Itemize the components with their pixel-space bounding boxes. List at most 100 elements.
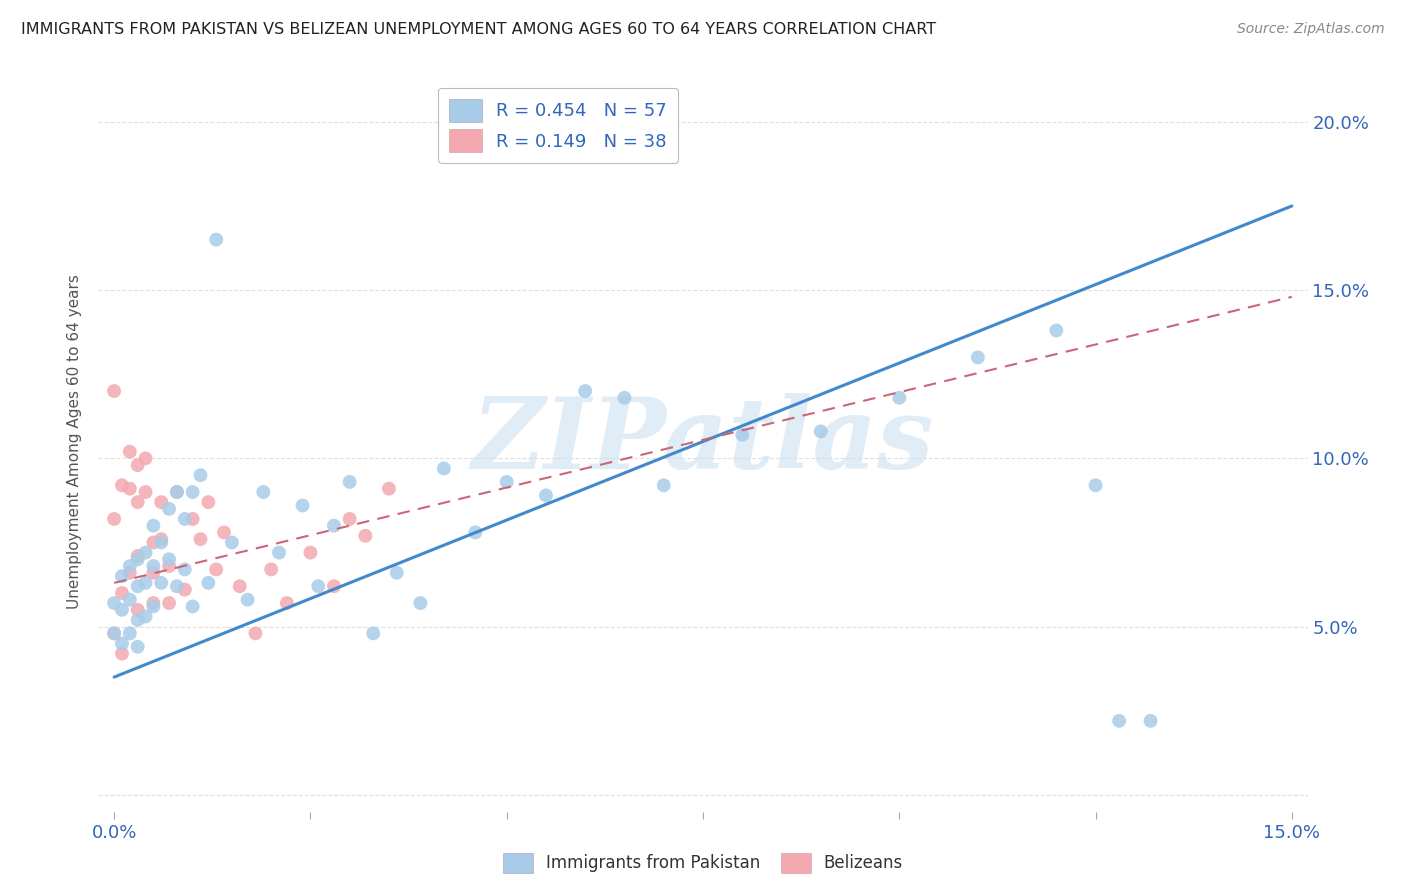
Point — [111, 636, 134, 650]
Point — [307, 579, 329, 593]
Point — [267, 546, 290, 560]
Point — [339, 512, 361, 526]
Point — [433, 461, 456, 475]
Point — [889, 391, 911, 405]
Point — [118, 559, 141, 574]
Point — [157, 596, 180, 610]
Point — [111, 647, 134, 661]
Point — [127, 458, 149, 472]
Point — [166, 485, 188, 500]
Point — [157, 552, 180, 566]
Point — [354, 529, 377, 543]
Point — [142, 596, 165, 610]
Point — [135, 485, 157, 500]
Point — [173, 512, 195, 526]
Point — [1139, 714, 1161, 728]
Point — [409, 596, 432, 610]
Point — [245, 626, 267, 640]
Point — [1045, 324, 1067, 338]
Point — [276, 596, 298, 610]
Point — [150, 575, 173, 590]
Point — [1108, 714, 1130, 728]
Point — [212, 525, 235, 540]
Point — [118, 626, 141, 640]
Point — [166, 485, 188, 500]
Point — [157, 559, 180, 574]
Point — [118, 444, 141, 458]
Point — [127, 549, 149, 563]
Point — [574, 384, 596, 398]
Point — [361, 626, 384, 640]
Point — [127, 495, 149, 509]
Point — [378, 482, 401, 496]
Point — [127, 640, 149, 654]
Point — [111, 569, 134, 583]
Text: ZIPatlas: ZIPatlas — [472, 393, 934, 490]
Point — [142, 566, 165, 580]
Point — [118, 566, 141, 580]
Point — [142, 535, 165, 549]
Point — [118, 592, 141, 607]
Point — [197, 495, 219, 509]
Point — [181, 485, 204, 500]
Point — [173, 582, 195, 597]
Point — [966, 351, 988, 365]
Point — [103, 596, 125, 610]
Point — [323, 579, 346, 593]
Point — [103, 512, 125, 526]
Point — [142, 599, 165, 614]
Point — [103, 384, 125, 398]
Point — [111, 586, 134, 600]
Point — [652, 478, 675, 492]
Point — [150, 532, 173, 546]
Point — [221, 535, 243, 549]
Point — [157, 501, 180, 516]
Point — [142, 559, 165, 574]
Point — [135, 451, 157, 466]
Point — [135, 575, 157, 590]
Point — [166, 579, 188, 593]
Point — [173, 562, 195, 576]
Point — [150, 535, 173, 549]
Point — [229, 579, 252, 593]
Legend: R = 0.454   N = 57, R = 0.149   N = 38: R = 0.454 N = 57, R = 0.149 N = 38 — [439, 87, 678, 163]
Point — [103, 626, 125, 640]
Point — [205, 233, 228, 247]
Point — [339, 475, 361, 489]
Point — [135, 609, 157, 624]
Point — [323, 518, 346, 533]
Point — [142, 518, 165, 533]
Point — [205, 562, 228, 576]
Point — [103, 626, 125, 640]
Text: Source: ZipAtlas.com: Source: ZipAtlas.com — [1237, 22, 1385, 37]
Point — [252, 485, 274, 500]
Point — [181, 599, 204, 614]
Point — [127, 579, 149, 593]
Point — [464, 525, 486, 540]
Point — [197, 575, 219, 590]
Point — [111, 478, 134, 492]
Point — [495, 475, 517, 489]
Point — [385, 566, 408, 580]
Legend: Immigrants from Pakistan, Belizeans: Immigrants from Pakistan, Belizeans — [496, 847, 910, 880]
Point — [613, 391, 636, 405]
Point — [190, 468, 212, 483]
Point — [810, 425, 832, 439]
Point — [118, 482, 141, 496]
Point — [135, 546, 157, 560]
Point — [260, 562, 283, 576]
Point — [127, 613, 149, 627]
Point — [181, 512, 204, 526]
Point — [236, 592, 259, 607]
Point — [1084, 478, 1107, 492]
Text: IMMIGRANTS FROM PAKISTAN VS BELIZEAN UNEMPLOYMENT AMONG AGES 60 TO 64 YEARS CORR: IMMIGRANTS FROM PAKISTAN VS BELIZEAN UNE… — [21, 22, 936, 37]
Point — [299, 546, 322, 560]
Point — [150, 495, 173, 509]
Point — [127, 552, 149, 566]
Point — [111, 603, 134, 617]
Point — [127, 603, 149, 617]
Point — [190, 532, 212, 546]
Point — [291, 499, 314, 513]
Point — [731, 427, 754, 442]
Point — [534, 488, 557, 502]
